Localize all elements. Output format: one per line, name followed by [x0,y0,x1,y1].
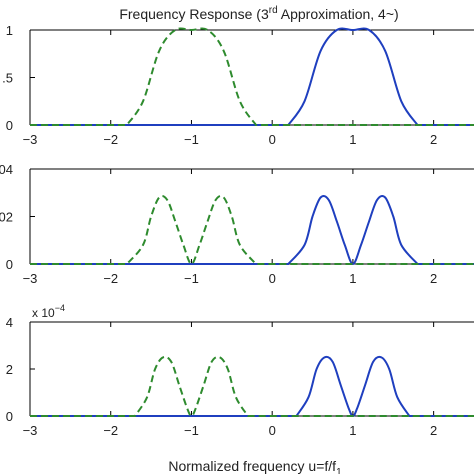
x-axis-label-sub: 1 [336,467,342,474]
chart-panel-top: −3 −2 −1 0 1 2 0 .5 1 [2,23,474,147]
x-tick-label: −3 [23,423,38,438]
y-scale-label: x 10−4 [32,303,65,320]
x-tick-label: −3 [23,271,38,286]
dashed-series-line-middle [30,194,474,266]
y-tick-label: .5 [2,71,13,86]
x-tick-label: −2 [103,132,118,147]
x-tick-label: 2 [430,423,437,438]
solid-series-line-middle [30,194,474,266]
dashed-series-line-bottom [30,355,474,418]
x-tick-label: 1 [349,271,356,286]
figure-title: Frequency Response (3rd Approximation, 4… [119,5,398,22]
dashed-series-line-top [30,27,474,126]
x-tick-label: −1 [184,132,199,147]
x-tick-label: 0 [269,423,276,438]
y-tick-label: 4 [6,315,13,330]
x-tick-label: −2 [103,423,118,438]
x-tick-label: −2 [103,271,118,286]
x-tick-label: 2 [430,132,437,147]
y-tick-label: 0 [6,118,13,133]
solid-series-line-top [30,27,474,126]
y-tick-label: 0 [6,257,13,272]
x-axis-label-main: Normalized frequency u=f/f [168,458,336,474]
figure-title-sup: rd [269,5,278,16]
y-tick-label: 2 [6,362,13,377]
chart-panel-bottom: −3 −2 −1 0 1 2 0 2 4 x 10−4 [6,303,474,438]
x-tick-label: 0 [269,271,276,286]
y-tick-label: 0 [6,409,13,424]
x-tick-label: −3 [23,132,38,147]
x-tick-label: 1 [349,423,356,438]
y-tick-label: 02 [0,210,13,225]
x-tick-label: 1 [349,132,356,147]
x-axis-label: Normalized frequency u=f/f1 [168,458,342,474]
x-tick-label: −1 [184,271,199,286]
x-tick-label: 0 [269,132,276,147]
y-tick-label: 04 [0,162,13,177]
y-tick-label: 1 [6,23,13,38]
x-tick-label: −1 [184,423,199,438]
figure-title-main: Frequency Response (3 [119,6,269,22]
solid-series-line-bottom [30,355,474,418]
x-tick-label: 2 [430,271,437,286]
figure-title-rest: Approximation, 4~) [278,6,399,22]
chart-panel-middle: −3 −2 −1 0 1 2 0 02 04 [0,162,474,286]
